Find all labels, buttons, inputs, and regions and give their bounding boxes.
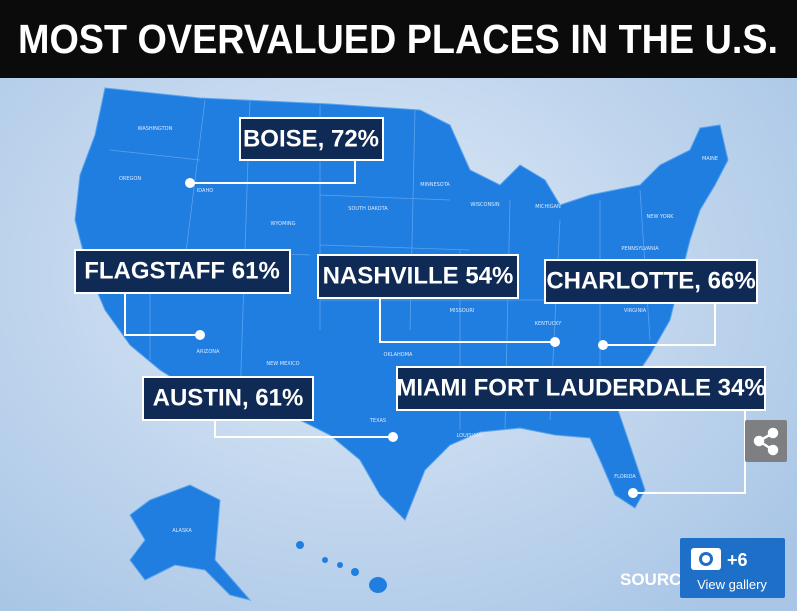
gallery-count: +6 [727, 550, 748, 570]
callout-label: MIAMI FORT LAUDERDALE 34% [396, 374, 765, 401]
callout: AUSTIN, 61% [142, 376, 314, 421]
state-label: WASHINGTON [138, 126, 173, 132]
state-label: PENNSYLVANIA [621, 246, 659, 252]
location-dots [185, 178, 638, 498]
state-label: LOUISIANA [457, 433, 484, 439]
callout: MIAMI FORT LAUDERDALE 34% [396, 366, 766, 411]
state-label: ARIZONA [197, 349, 220, 355]
state-label: MICHIGAN [535, 204, 561, 210]
state-label: MISSOURI [450, 308, 475, 314]
state-label: NEW YORK [647, 214, 675, 220]
callout-label: BOISE, 72% [243, 125, 379, 152]
callout-label: AUSTIN, 61% [153, 384, 304, 411]
callout: BOISE, 72% [239, 117, 384, 161]
state-label: TEXAS [369, 418, 386, 424]
state-label: IDAHO [197, 188, 213, 194]
leader-lines [124, 160, 746, 494]
state-label: WYOMING [270, 221, 295, 227]
callout-label: NASHVILLE 54% [323, 262, 514, 289]
alaska [129, 484, 252, 601]
callout-label: CHARLOTTE, 66% [546, 267, 755, 294]
state-label: FLORIDA [614, 474, 636, 480]
callout: CHARLOTTE, 66% [544, 259, 758, 304]
state-label: VIRGINIA [624, 308, 647, 314]
title-bar [0, 0, 797, 78]
state-label: MINNESOTA [420, 182, 450, 188]
state-label: WISCONSIN [470, 202, 499, 208]
share-button[interactable] [745, 420, 787, 462]
callout-label: FLAGSTAFF 61% [84, 257, 280, 284]
title: MOST OVERVALUED PLACES IN THE U.S. [18, 16, 778, 62]
state-labels: WASHINGTON OREGON IDAHO WYOMING SOUTH DA… [119, 126, 718, 534]
state-label: MAINE [702, 156, 718, 162]
callout: NASHVILLE 54% [317, 254, 519, 299]
callout: FLAGSTAFF 61% [74, 249, 291, 294]
view-gallery-button[interactable]: +6 View gallery [680, 538, 785, 598]
state-label: OKLAHOMA [384, 352, 414, 358]
state-label: OREGON [119, 176, 141, 182]
state-label: ALASKA [172, 528, 192, 534]
state-label: KENTUCKY [535, 321, 562, 327]
hawaii [296, 541, 387, 593]
source-label: SOURCE [620, 570, 693, 589]
state-label: NEW MEXICO [266, 361, 299, 367]
state-label: SOUTH DAKOTA [348, 206, 388, 212]
gallery-label: View gallery [697, 577, 767, 592]
